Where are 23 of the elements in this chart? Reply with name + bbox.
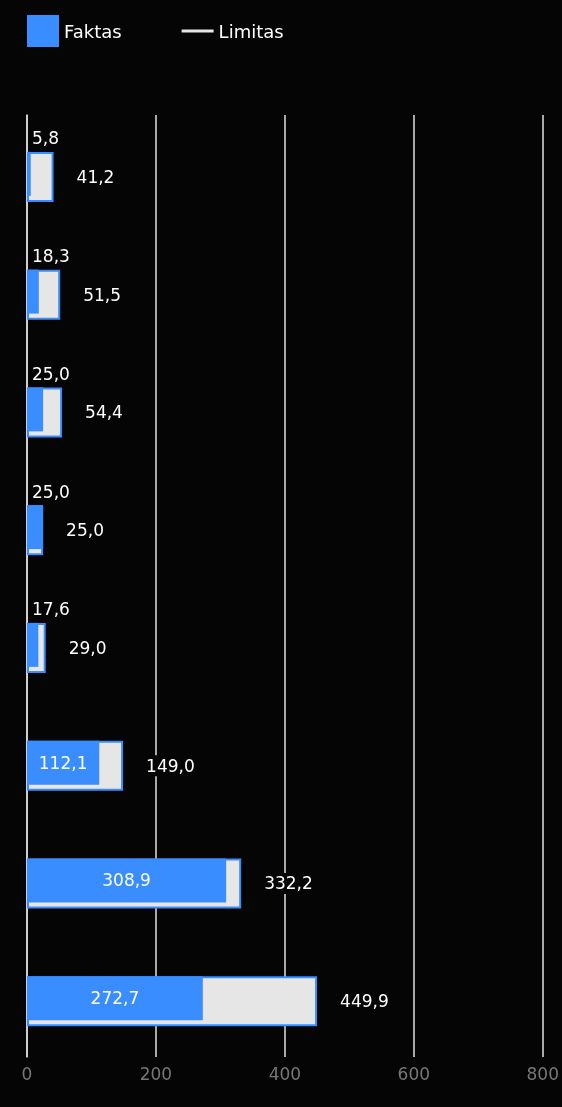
data-label: 17,6 — [32, 599, 70, 620]
x-tick-label: 0 — [21, 1063, 33, 1084]
data-label: 112,1 — [38, 752, 88, 773]
data-label: 272,7 — [90, 988, 140, 1009]
data-label: 54,4 — [85, 402, 123, 423]
data-label: 149,0 — [146, 755, 195, 776]
data-label: 332,2 — [264, 873, 313, 894]
x-tick-label: 400 — [268, 1063, 302, 1084]
x-tick-label: 600 — [397, 1063, 431, 1084]
data-label: 41,2 — [76, 166, 115, 187]
legend-label: Limitas — [218, 20, 284, 42]
data-label: 449,9 — [340, 991, 389, 1012]
legend-label: Faktas — [64, 20, 122, 42]
data-label: 25,0 — [32, 363, 70, 384]
data-label: 308,9 — [102, 870, 151, 891]
data-label: 25,0 — [32, 481, 70, 502]
data-label: 51,5 — [83, 284, 122, 305]
data-label: 5,8 — [32, 128, 60, 149]
data-label: 25,0 — [66, 520, 104, 541]
data-label: 18,3 — [32, 246, 70, 267]
x-tick-label: 800 — [526, 1063, 559, 1084]
x-tick-label: 200 — [139, 1063, 173, 1084]
data-label: 29,0 — [68, 637, 107, 658]
